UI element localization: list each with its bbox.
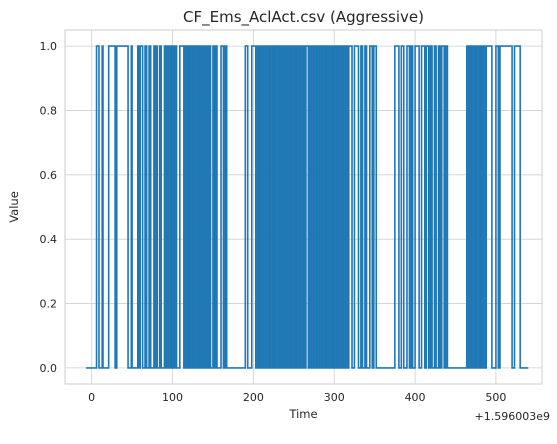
x-tick-label: 200 [243, 391, 264, 404]
y-tick-label: 0.4 [40, 233, 58, 246]
x-axis-offset-label: +1.596003e9 [475, 410, 550, 423]
chart-title: CF_Ems_AclAct.csv (Aggressive) [183, 8, 424, 27]
y-axis-label: Value [7, 191, 21, 223]
y-tick-label: 0.0 [40, 362, 58, 375]
x-axis-label: Time [288, 407, 317, 421]
x-tick-label: 500 [485, 391, 506, 404]
y-tick-label: 0.6 [40, 169, 58, 182]
plot-frame [64, 29, 543, 385]
y-tick-label: 0.2 [40, 298, 58, 311]
y-tick-label: 1.0 [40, 40, 58, 53]
x-tick-label: 0 [88, 391, 95, 404]
x-tick-label: 300 [324, 391, 345, 404]
y-tick-label: 0.8 [40, 104, 58, 117]
series-layer [86, 45, 529, 369]
series-line [86, 45, 529, 369]
tick-labels: 0 100 200 300 400 500 0.0 0.2 0.4 0.6 0.8 1.0 [40, 40, 507, 404]
x-tick-label: 100 [162, 391, 183, 404]
x-tick-label: 400 [405, 391, 426, 404]
